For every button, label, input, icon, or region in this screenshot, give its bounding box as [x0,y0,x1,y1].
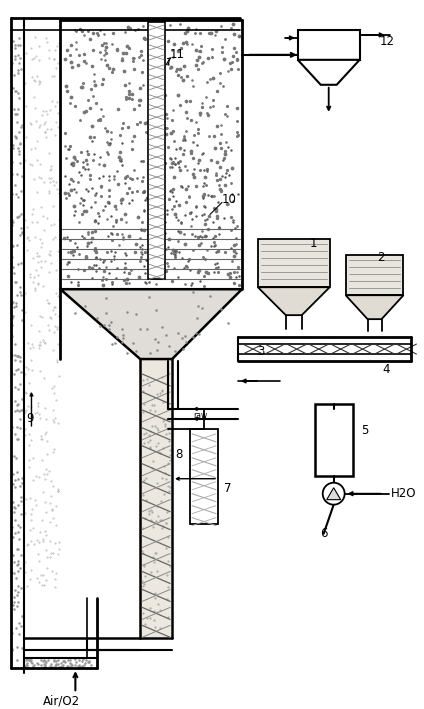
Text: 12: 12 [379,35,395,48]
Text: 9: 9 [26,413,34,425]
Bar [148,22,165,279]
Bar [258,240,330,287]
Polygon shape [298,60,360,85]
Polygon shape [258,287,330,316]
Bar [190,429,218,524]
Bar [298,30,360,60]
Text: 2: 2 [377,251,385,264]
Text: raw: raw [193,411,207,420]
Text: H2O: H2O [391,487,416,500]
Text: 4: 4 [382,362,390,376]
Text: Air/O2: Air/O2 [42,695,80,708]
Bar [315,404,353,476]
Text: 10: 10 [222,193,237,206]
Bar [346,255,404,295]
Polygon shape [346,295,404,319]
Text: 6: 6 [320,527,327,540]
Text: 8: 8 [175,448,182,462]
Text: 1: 1 [310,237,317,250]
Text: 7: 7 [224,482,232,495]
Text: 5: 5 [362,425,369,437]
Circle shape [323,483,345,505]
Polygon shape [327,488,340,500]
Polygon shape [60,289,242,359]
Text: 11: 11 [170,48,185,62]
Text: 3: 3 [257,345,264,357]
Bar [141,360,171,637]
